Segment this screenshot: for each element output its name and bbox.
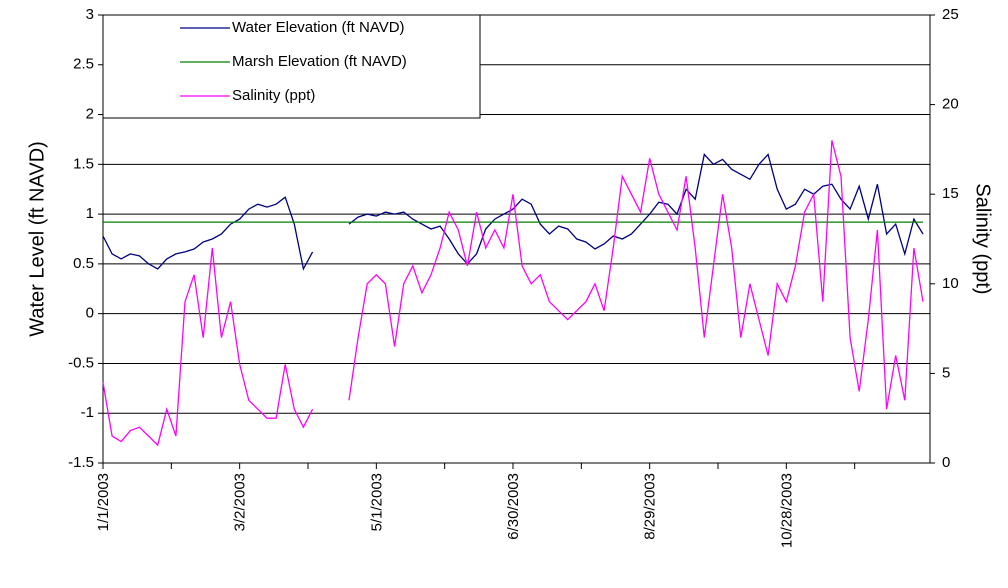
y2-tick-label: 25 [942, 6, 959, 23]
x-tick-label: 1/1/2003 [95, 473, 112, 531]
y-tick-label: -0.5 [68, 354, 94, 371]
legend-box [102, 14, 481, 119]
y-tick-label: 0.5 [73, 255, 94, 272]
y2-tick-label: 0 [942, 454, 950, 471]
y2-tick-label: 20 [942, 96, 959, 113]
y-tick-label: -1 [81, 404, 94, 421]
x-tick-label: 3/2/2003 [232, 473, 249, 531]
legend: Water Elevation (ft NAVD) Marsh Elevation… [102, 14, 481, 119]
y-tick-label: 2.5 [73, 56, 94, 73]
y-tick-label: -1.5 [68, 454, 94, 471]
y-tick-label: 0 [86, 305, 94, 322]
x-tick-label: 5/1/2003 [368, 473, 385, 531]
y2-tick-label: 15 [942, 185, 959, 202]
y2-tick-label: 10 [942, 275, 959, 292]
x-tick-label: 6/30/2003 [505, 473, 522, 540]
x-tick-label: 10/28/2003 [778, 473, 795, 548]
y2-tick-label: 5 [942, 364, 950, 381]
x-tick-label: 8/29/2003 [642, 473, 659, 540]
y-tick-label: 3 [86, 6, 94, 23]
legend-label: Marsh Elevation (ft NAVD) [232, 53, 407, 70]
y-tick-label: 1.5 [73, 155, 94, 172]
legend-label: Salinity (ppt) [232, 87, 315, 104]
y-tick-label: 2 [86, 106, 94, 123]
y-tick-label: 1 [86, 205, 94, 222]
series-line [102, 153, 924, 271]
y-axis-title: Water Level (ft NAVD) [26, 141, 48, 337]
series-line [102, 140, 924, 447]
legend-label: Water Elevation (ft NAVD) [232, 19, 405, 36]
y2-axis-title: Salinity (ppt) [972, 183, 994, 294]
